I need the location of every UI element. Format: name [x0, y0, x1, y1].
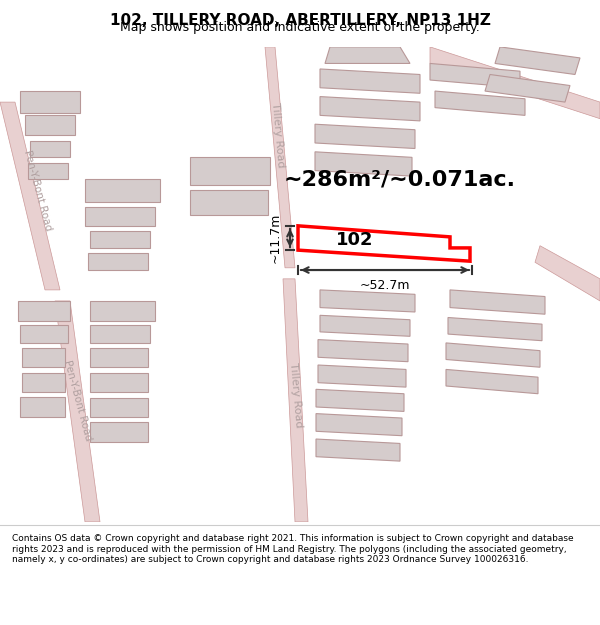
- Polygon shape: [30, 141, 70, 158]
- Polygon shape: [325, 47, 410, 64]
- Polygon shape: [283, 279, 308, 522]
- Polygon shape: [316, 439, 400, 461]
- Polygon shape: [446, 369, 538, 394]
- Polygon shape: [90, 231, 150, 248]
- Text: Contains OS data © Crown copyright and database right 2021. This information is : Contains OS data © Crown copyright and d…: [12, 534, 574, 564]
- Polygon shape: [318, 339, 408, 362]
- Polygon shape: [28, 163, 68, 179]
- Polygon shape: [90, 349, 148, 368]
- Polygon shape: [20, 325, 68, 343]
- Polygon shape: [90, 301, 155, 321]
- Polygon shape: [25, 116, 75, 135]
- Text: 102, TILLERY ROAD, ABERTILLERY, NP13 1HZ: 102, TILLERY ROAD, ABERTILLERY, NP13 1HZ: [110, 13, 490, 28]
- Polygon shape: [88, 254, 148, 270]
- Polygon shape: [320, 315, 410, 336]
- Polygon shape: [435, 91, 525, 116]
- Polygon shape: [315, 124, 415, 149]
- Text: ~52.7m: ~52.7m: [360, 279, 410, 292]
- Polygon shape: [320, 290, 415, 312]
- Polygon shape: [450, 290, 545, 314]
- Polygon shape: [495, 47, 580, 74]
- Polygon shape: [0, 102, 60, 290]
- Polygon shape: [85, 179, 160, 201]
- Polygon shape: [320, 97, 420, 121]
- Polygon shape: [316, 389, 404, 411]
- Polygon shape: [318, 365, 406, 387]
- Polygon shape: [430, 47, 600, 119]
- Polygon shape: [22, 349, 65, 368]
- Text: 102: 102: [336, 231, 374, 249]
- Polygon shape: [430, 64, 520, 88]
- Polygon shape: [315, 152, 412, 176]
- Text: Tillery Road: Tillery Road: [270, 102, 286, 168]
- Polygon shape: [90, 422, 148, 442]
- Polygon shape: [448, 318, 542, 341]
- Polygon shape: [190, 191, 268, 215]
- Text: Tillery Road: Tillery Road: [288, 362, 304, 428]
- Polygon shape: [316, 414, 402, 436]
- Text: Map shows position and indicative extent of the property.: Map shows position and indicative extent…: [120, 21, 480, 34]
- Polygon shape: [85, 207, 155, 226]
- Polygon shape: [320, 69, 420, 93]
- Polygon shape: [18, 301, 70, 321]
- Polygon shape: [535, 246, 600, 301]
- Text: ~11.7m: ~11.7m: [269, 213, 282, 263]
- Polygon shape: [190, 158, 270, 185]
- Text: Pen-Y-Bont Road: Pen-Y-Bont Road: [22, 149, 53, 232]
- Polygon shape: [20, 91, 80, 113]
- Polygon shape: [90, 398, 148, 417]
- Polygon shape: [265, 47, 295, 268]
- Polygon shape: [90, 325, 150, 343]
- Polygon shape: [20, 397, 65, 417]
- Polygon shape: [446, 343, 540, 367]
- Text: ~286m²/~0.071ac.: ~286m²/~0.071ac.: [284, 169, 516, 189]
- Polygon shape: [55, 301, 100, 522]
- Polygon shape: [90, 372, 148, 391]
- Polygon shape: [22, 372, 65, 391]
- Text: Pen-Y-Bont Road: Pen-Y-Bont Road: [62, 359, 94, 442]
- Polygon shape: [485, 74, 570, 102]
